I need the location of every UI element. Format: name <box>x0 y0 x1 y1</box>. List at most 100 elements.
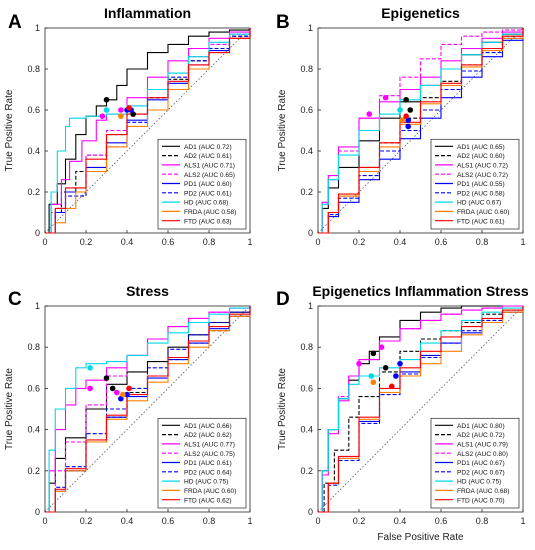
y-tick-label: 0.2 <box>300 466 313 476</box>
operating-point-als2 <box>382 94 389 101</box>
x-tick-label: 0.6 <box>162 237 175 247</box>
x-tick-label: 1 <box>520 237 525 247</box>
x-tick-label: 1 <box>520 516 525 526</box>
y-tick-label: 0.2 <box>27 187 40 197</box>
legend-entry: PD1 (AUC 0.67) <box>457 460 505 467</box>
plot-frame <box>317 305 524 513</box>
chart-title: Stress <box>126 283 169 299</box>
x-tick-label: 0.2 <box>353 237 366 247</box>
legend-entry: AD2 (AUC 0.72) <box>457 432 505 439</box>
operating-point-ad1 <box>103 96 110 103</box>
x-tick-label: 0.2 <box>80 237 93 247</box>
y-tick-label: 0 <box>35 228 40 238</box>
series-line-ftd <box>318 28 524 234</box>
y-axis-label: True Positive Rate <box>277 89 288 171</box>
operating-point-ad2 <box>407 107 414 113</box>
operating-point-ad1 <box>403 96 409 103</box>
operating-point-als2 <box>378 344 385 351</box>
operating-point-ad2 <box>109 385 116 392</box>
legend-entry: PD1 (AUC 0.55) <box>457 181 505 188</box>
operating-point-pd1 <box>405 123 412 130</box>
panel-d: D Epigenetics Inflammation Stress 0 0.2 0.4 0… <box>276 283 529 543</box>
y-tick-label: 0.6 <box>300 383 313 393</box>
operating-point-als1 <box>366 111 373 117</box>
chance-diagonal <box>44 27 251 234</box>
x-tick-label: 0.2 <box>80 516 93 526</box>
x-tick-label: 0 <box>315 237 320 247</box>
y-tick-label: 0.4 <box>300 146 313 156</box>
panel-letter: A <box>8 12 22 33</box>
x-tick-label: 0.4 <box>121 516 134 526</box>
y-tick-label: 0.4 <box>27 425 40 435</box>
y-axis-label: True Positive Rate <box>277 368 288 450</box>
legend: AD1 (AUC 0.66) AD2 (AUC 0.62) ALS1 (AUC 0.… <box>157 417 247 509</box>
operating-point-als2 <box>113 389 120 396</box>
legend: AD1 (AUC 0.72) AD2 (AUC 0.61) ALS1 (AUC 0.… <box>157 138 247 230</box>
y-tick-label: 0.2 <box>300 187 313 197</box>
panel-letter: B <box>276 12 290 33</box>
panel-b: B Epigenetics 0 0.2 0.4 0.6 0.8 1 0 0.2 0.4 0.6 0.8 1… <box>276 5 526 247</box>
x-tick-label: 0.8 <box>476 237 489 247</box>
legend-entry: FTD (AUC 0.62) <box>184 497 232 504</box>
y-tick-label: 0 <box>35 507 40 517</box>
y-axis-label: True Positive Rate <box>4 368 15 450</box>
legend-entry: HD (AUC 0.75) <box>184 479 228 486</box>
legend-entry: ALS1 (AUC 0.72) <box>457 163 508 170</box>
legend-entry: FTD (AUC 0.61) <box>457 218 505 225</box>
operating-point-pd2 <box>393 373 399 379</box>
series-line-ftd <box>45 28 251 234</box>
operating-point-hd <box>87 365 93 371</box>
legend-entry: PD2 (AUC 0.64) <box>184 469 232 476</box>
panel-a: A Inflammation 0 0.2 0.4 0.6 0.8 1 0 0.2 0.4 0.6 0.8… <box>4 5 253 247</box>
operating-point-als1 <box>356 360 362 367</box>
x-tick-label: 0.2 <box>353 516 366 526</box>
series-line-hd <box>318 28 524 234</box>
y-tick-label: 1 <box>308 301 313 311</box>
series-line-hd <box>45 306 251 513</box>
x-tick-label: 0.8 <box>203 516 216 526</box>
legend: AD1 (AUC 0.80) AD2 (AUC 0.72) ALS1 (AUC 0.… <box>430 417 520 509</box>
y-tick-label: 1 <box>35 301 40 311</box>
series-line-ftd <box>45 306 251 513</box>
legend-entry: AD2 (AUC 0.60) <box>457 153 505 160</box>
legend-entry: PD1 (AUC 0.61) <box>184 460 232 467</box>
legend-entry: AD1 (AUC 0.66) <box>184 423 232 430</box>
y-tick-label: 0.8 <box>300 64 313 74</box>
legend-entry: ALS1 (AUC 0.79) <box>457 442 508 449</box>
y-tick-label: 0.4 <box>27 146 40 156</box>
operating-point-hd <box>368 373 375 379</box>
legend-entry: PD2 (AUC 0.61) <box>184 190 232 197</box>
legend-box <box>157 417 247 509</box>
chart-title: Epigenetics Inflammation Stress <box>312 283 528 299</box>
series-line-als2 <box>318 305 523 513</box>
operating-point-ftd <box>403 113 409 119</box>
y-tick-label: 0.4 <box>300 425 313 435</box>
legend-entry: PD2 (AUC 0.58) <box>457 190 505 197</box>
y-tick-label: 0.6 <box>27 383 40 393</box>
plot-frame <box>44 305 251 513</box>
operating-point-hd <box>103 107 110 113</box>
x-tick-label: 0 <box>315 516 320 526</box>
plot-frame <box>44 27 251 234</box>
series-line-ftd <box>318 306 524 513</box>
legend: AD1 (AUC 0.65) AD2 (AUC 0.60) ALS1 (AUC 0.… <box>430 138 520 230</box>
operating-point-ftd <box>126 105 132 111</box>
panel-letter: C <box>8 289 22 310</box>
y-axis-label: True Positive Rate <box>4 89 15 171</box>
x-tick-label: 0.4 <box>394 237 407 247</box>
plot-frame <box>317 27 524 234</box>
y-tick-label: 0.6 <box>300 105 313 115</box>
legend-box <box>157 138 247 230</box>
legend-entry: AD1 (AUC 0.65) <box>457 144 505 151</box>
legend-entry: ALS1 (AUC 0.77) <box>184 442 235 449</box>
series-line-ad1 <box>45 28 251 234</box>
y-tick-label: 0.6 <box>27 105 40 115</box>
y-tick-label: 0 <box>308 228 313 238</box>
y-tick-label: 0.8 <box>27 342 40 352</box>
x-tick-label: 0.4 <box>394 516 407 526</box>
legend-entry: AD2 (AUC 0.61) <box>184 153 232 160</box>
panel-c: C Stress 0 0.2 0.4 0.6 0.8 1 0 0.2 0.4 0.6 0.8 1 True … <box>4 283 253 526</box>
x-tick-label: 0 <box>42 237 47 247</box>
operating-point-ftd <box>126 385 132 392</box>
operating-point-frda <box>120 391 126 398</box>
